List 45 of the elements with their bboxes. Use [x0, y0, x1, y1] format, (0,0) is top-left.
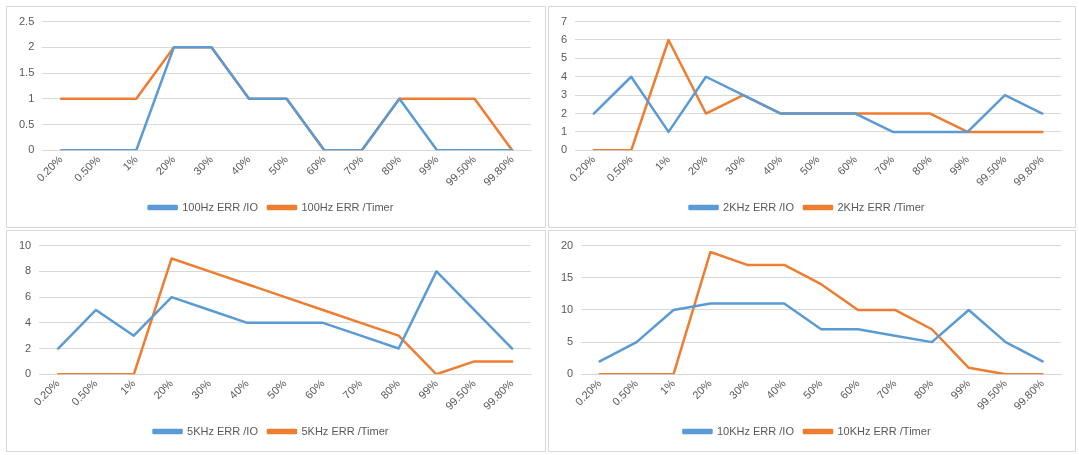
y-tick-label: 2 — [25, 341, 32, 354]
x-tick-label: 70% — [340, 376, 365, 402]
legend-label: 10KHz ERR /Timer — [837, 424, 931, 437]
y-tick-label: 1 — [560, 124, 568, 137]
x-tick-label: 70% — [341, 152, 366, 178]
y-tick-label: 10 — [560, 302, 574, 315]
y-tick-label: 1 — [28, 91, 35, 104]
y-tick-label: 0 — [567, 367, 574, 380]
y-tick-label: 15 — [560, 270, 574, 283]
legend-label: 100Hz ERR /IO — [182, 200, 259, 213]
y-tick-label: 0 — [560, 143, 568, 156]
y-tick-label: 0 — [28, 143, 35, 156]
y-tick-label: 2.5 — [18, 14, 35, 27]
legend-label: 100Hz ERR /Timer — [301, 200, 394, 213]
y-tick-label: 5 — [560, 51, 568, 64]
y-tick-label: 10 — [18, 238, 32, 251]
y-tick-label: 0 — [25, 367, 32, 380]
x-tick-label: 1% — [117, 376, 138, 397]
legend-label: 5KHz ERR /IO — [187, 424, 259, 437]
legend-label: 2KHz ERR /IO — [723, 200, 795, 213]
x-tick-label: 40% — [760, 152, 785, 178]
y-tick-label: 4 — [25, 315, 32, 328]
y-tick-label: 5 — [567, 335, 574, 348]
y-tick-label: 4 — [560, 69, 568, 82]
x-tick-label: 1% — [652, 152, 673, 173]
y-tick-label: 1.5 — [18, 66, 35, 79]
legend-label: 10KHz ERR /IO — [716, 424, 795, 437]
legend-label: 2KHz ERR /Timer — [837, 200, 925, 213]
x-tick-label: 1% — [657, 376, 678, 397]
y-tick-label: 0.5 — [18, 117, 35, 130]
y-tick-label: 6 — [25, 290, 32, 303]
y-tick-label: 7 — [560, 14, 568, 27]
x-tick-label: 40% — [228, 152, 253, 178]
x-tick-label: 40% — [763, 376, 788, 402]
y-tick-label: 6 — [560, 33, 568, 46]
y-tick-label: 2 — [28, 40, 35, 53]
x-tick-label: 70% — [874, 376, 899, 402]
x-tick-label: 1% — [120, 152, 140, 173]
x-tick-label: 70% — [872, 152, 897, 178]
y-tick-label: 8 — [25, 264, 32, 277]
legend-label: 5KHz ERR /Timer — [301, 424, 389, 437]
x-tick-label: 40% — [226, 376, 251, 402]
y-tick-label: 20 — [560, 238, 574, 251]
y-tick-label: 2 — [560, 106, 568, 119]
y-tick-label: 3 — [560, 88, 568, 101]
